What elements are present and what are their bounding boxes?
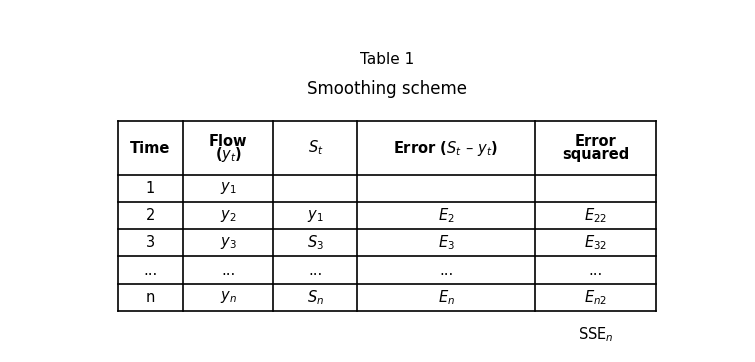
- Text: $y_n$: $y_n$: [220, 289, 236, 306]
- Text: n: n: [146, 290, 155, 305]
- Text: $E_{n2}$: $E_{n2}$: [584, 288, 607, 307]
- Text: 1: 1: [146, 181, 155, 196]
- Text: SSE$_n$: SSE$_n$: [578, 325, 613, 344]
- Text: ...: ...: [221, 262, 236, 278]
- Text: ...: ...: [588, 262, 602, 278]
- Text: $y_3$: $y_3$: [220, 235, 236, 251]
- Text: ...: ...: [143, 262, 158, 278]
- Text: Table 1: Table 1: [360, 52, 414, 67]
- Text: Error: Error: [575, 134, 616, 148]
- Text: Smoothing scheme: Smoothing scheme: [307, 80, 467, 98]
- Text: 2: 2: [146, 208, 155, 223]
- Text: $y_1$: $y_1$: [220, 180, 236, 196]
- Text: $E_2$: $E_2$: [438, 206, 455, 225]
- Text: Flow: Flow: [209, 134, 248, 148]
- Text: squared: squared: [562, 147, 629, 163]
- Text: $S_n$: $S_n$: [307, 288, 324, 307]
- Text: Time: Time: [131, 140, 171, 156]
- Text: ...: ...: [308, 262, 322, 278]
- Text: 3: 3: [146, 235, 155, 250]
- Text: $E_n$: $E_n$: [438, 288, 455, 307]
- Text: $y_1$: $y_1$: [307, 207, 324, 223]
- Text: $E_{22}$: $E_{22}$: [584, 206, 607, 225]
- Text: $E_{32}$: $E_{32}$: [584, 233, 607, 252]
- Text: ...: ...: [439, 262, 453, 278]
- Text: $E_3$: $E_3$: [438, 233, 455, 252]
- Text: ($y_t$): ($y_t$): [214, 146, 242, 164]
- Text: Error ($S_t$ – $y_t$): Error ($S_t$ – $y_t$): [393, 139, 498, 157]
- Text: $S_t$: $S_t$: [307, 139, 323, 157]
- Text: $S_3$: $S_3$: [307, 233, 324, 252]
- Text: $y_2$: $y_2$: [220, 207, 236, 223]
